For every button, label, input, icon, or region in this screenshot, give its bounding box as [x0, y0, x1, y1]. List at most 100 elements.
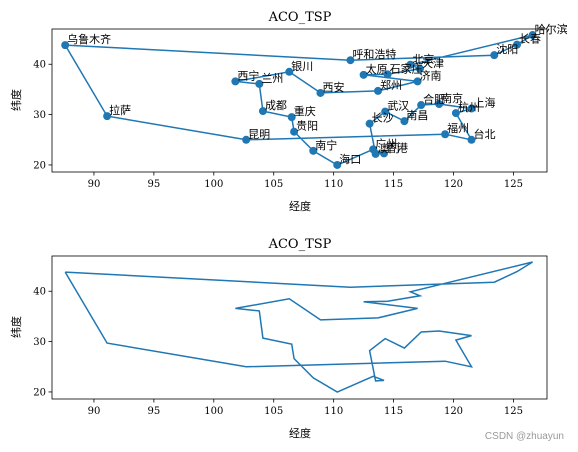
bottom-xtick-label: 105: [264, 406, 283, 417]
city-marker: [406, 60, 415, 69]
city-label: 石家庄: [390, 61, 423, 75]
city-label: 长沙: [372, 112, 394, 125]
top-xtick-label: 90: [88, 179, 101, 190]
city-label: 西宁: [237, 68, 259, 82]
watermark: CSDN @zhuayun: [484, 431, 564, 442]
city-label: 上海: [473, 96, 495, 110]
bottom-xtick-label: 115: [384, 406, 403, 417]
bottom-xtick-label: 120: [444, 406, 463, 417]
city-marker: [103, 112, 112, 121]
city-label: 兰州: [261, 72, 283, 85]
city-marker: [359, 70, 368, 79]
city-label: 成都: [265, 99, 287, 112]
city-marker: [381, 107, 390, 116]
city-marker: [400, 117, 409, 126]
subplot-top-markers: [61, 31, 537, 169]
city-label: 长春: [519, 33, 541, 46]
subplot-top: ACO_TSP 90 95 100 105 110 115 120 125 20 30 40 乌鲁木…: [9, 10, 568, 213]
subplot-top-xlabel: 经度: [289, 199, 311, 213]
city-marker: [316, 88, 325, 97]
city-marker: [333, 160, 342, 169]
bottom-ytick-label: 20: [33, 387, 46, 398]
bottom-xtick-label: 100: [204, 406, 223, 417]
city-marker: [285, 67, 294, 76]
subplot-bottom-frame: [51, 255, 548, 400]
city-marker: [287, 113, 296, 122]
city-marker: [435, 100, 444, 109]
city-marker: [231, 77, 240, 86]
city-label: 天津: [422, 57, 444, 70]
subplot-bottom-route-line: [64, 261, 533, 393]
city-label: 西安: [322, 80, 344, 94]
city-label: 合肥: [423, 92, 445, 106]
city-marker: [242, 135, 251, 144]
city-label: 沈阳: [496, 42, 518, 56]
city-marker: [290, 127, 299, 136]
city-marker: [383, 70, 392, 79]
city-label: 昆明: [248, 128, 270, 141]
bottom-xtick-label: 110: [324, 406, 343, 417]
bottom-ytick-label: 40: [33, 287, 46, 298]
city-marker: [413, 77, 422, 86]
city-label: 南昌: [406, 109, 428, 122]
bottom-ytick-label: 30: [33, 337, 46, 348]
city-marker: [379, 149, 388, 158]
city-label: 福州: [447, 121, 469, 135]
top-xtick-label: 95: [148, 179, 161, 190]
subplot-top-title: ACO_TSP: [268, 10, 332, 25]
top-xtick-label: 115: [384, 179, 403, 190]
city-marker: [258, 107, 267, 116]
city-label: 银川: [291, 59, 313, 73]
top-xtick-label: 105: [264, 179, 283, 190]
bottom-xtick-label: 90: [88, 406, 101, 417]
city-label: 济南: [420, 68, 442, 82]
city-marker: [374, 86, 383, 95]
city-marker: [451, 109, 460, 118]
subplot-bottom-ticks: 90 95 100 105 110 115 120 125 20 30 40: [33, 287, 523, 417]
city-label: 呼和浩特: [352, 47, 396, 61]
bottom-xtick-label: 95: [148, 406, 161, 417]
city-label: 武汉: [387, 100, 409, 113]
city-marker: [365, 119, 374, 128]
city-marker: [371, 149, 380, 158]
city-label: 海口: [339, 152, 361, 166]
city-label: 北京: [412, 52, 434, 66]
subplot-top-ylabel: 纬度: [9, 89, 23, 111]
city-marker: [309, 146, 318, 155]
city-marker: [346, 56, 355, 65]
top-xtick-label: 125: [504, 179, 523, 190]
city-marker: [467, 135, 476, 144]
city-label: 太原: [366, 63, 388, 76]
bottom-xtick-label: 125: [504, 406, 523, 417]
city-label: 重庆: [294, 104, 316, 118]
city-label: 香港: [386, 141, 408, 154]
top-ytick-label: 30: [33, 110, 46, 121]
city-marker: [441, 130, 450, 139]
city-marker: [61, 41, 70, 50]
city-label: 哈尔滨: [535, 22, 568, 36]
top-xtick-label: 120: [444, 179, 463, 190]
subplot-top-frame: [51, 28, 548, 173]
top-ytick-label: 20: [33, 160, 46, 171]
city-marker: [467, 104, 476, 113]
city-label: 广州: [375, 137, 397, 150]
city-label: 澳门: [378, 141, 400, 155]
top-xtick-label: 100: [204, 179, 223, 190]
subplot-top-ticks: 90 95 100 105 110 115 120 125 20 30 40: [33, 60, 523, 190]
city-marker: [415, 64, 424, 73]
city-label: 拉萨: [109, 103, 131, 117]
city-label: 乌鲁木齐: [67, 32, 111, 46]
city-marker: [490, 51, 499, 60]
city-label: 郑州: [380, 78, 402, 92]
subplot-bottom-title: ACO_TSP: [268, 237, 332, 252]
subplot-bottom-xlabel: 经度: [289, 426, 311, 440]
city-marker: [528, 31, 537, 40]
city-label: 贵阳: [296, 120, 318, 133]
city-label: 南宁: [315, 138, 337, 152]
city-marker: [417, 101, 426, 110]
city-marker: [255, 79, 264, 88]
city-label: 杭州: [458, 100, 480, 114]
